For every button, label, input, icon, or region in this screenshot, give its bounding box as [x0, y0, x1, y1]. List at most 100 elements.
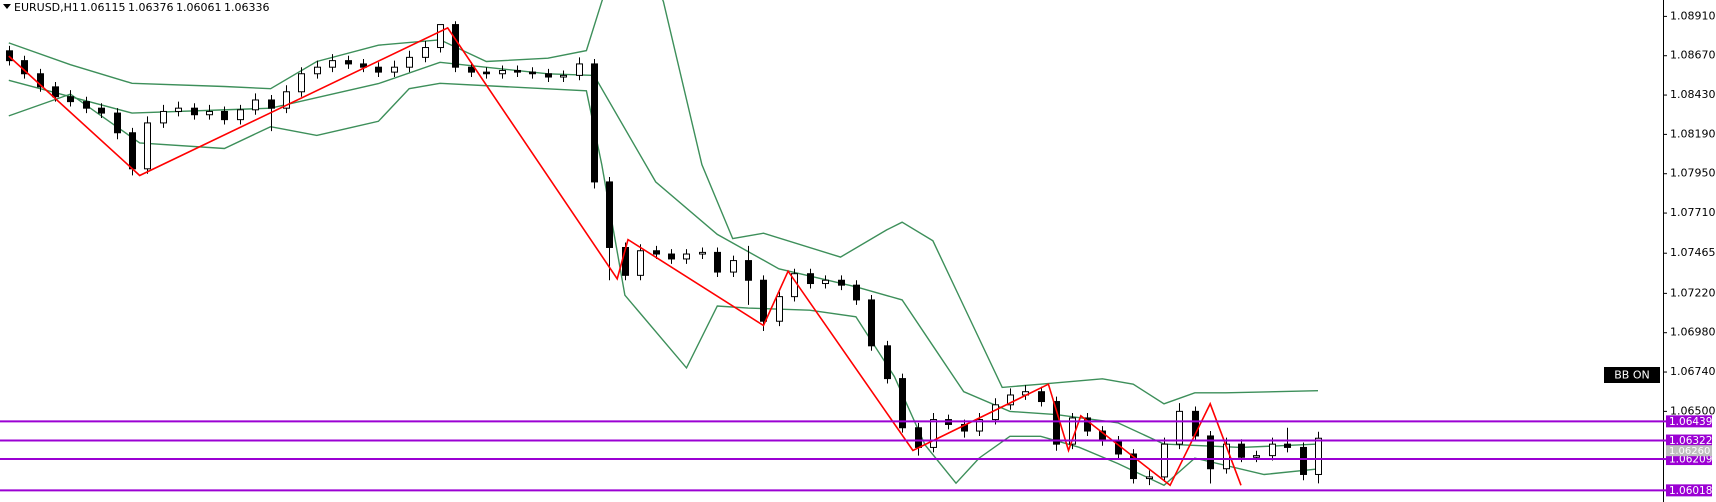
- candle-body: [437, 24, 444, 49]
- candle-body: [114, 112, 121, 134]
- candle-body: [175, 107, 182, 112]
- level-label: 1.06322: [1669, 435, 1712, 447]
- candle-body: [191, 107, 198, 116]
- candle-body: [915, 427, 922, 448]
- candle-body: [314, 66, 321, 75]
- y-tick-label: 1.08190: [1670, 127, 1716, 140]
- candle-body: [499, 69, 506, 75]
- candle-body: [1053, 401, 1060, 445]
- y-tick-label: 1.08910: [1670, 9, 1716, 22]
- candle-body: [52, 86, 59, 98]
- y-tick-label: 1.07465: [1670, 246, 1716, 259]
- candle-body: [83, 101, 90, 109]
- candle-body: [391, 66, 398, 73]
- level-label: 1.06018: [1669, 485, 1712, 497]
- candle-body: [776, 296, 783, 322]
- candle-body: [514, 69, 521, 73]
- price-axis: 1.08910 1.08670 1.08430 1.08190 1.07950 1.077…: [1663, 9, 1716, 417]
- header-high: 1.06376: [128, 1, 174, 14]
- candle-body: [653, 250, 660, 255]
- y-tick-label: 1.08670: [1670, 49, 1716, 62]
- candle-body: [576, 63, 583, 76]
- level-label-bg: [1666, 484, 1712, 497]
- bb-button[interactable]: BB ON: [1604, 367, 1660, 383]
- candle-body: [160, 110, 167, 124]
- y-tick-label: 1.07220: [1670, 286, 1716, 299]
- level-label-bg: [1666, 434, 1712, 447]
- candle-body: [591, 63, 598, 183]
- candle-body: [699, 251, 706, 255]
- candle-body: [807, 273, 814, 285]
- candle-body: [1161, 443, 1168, 478]
- candle-body: [206, 110, 213, 116]
- y-tick-label: 1.07710: [1670, 206, 1716, 219]
- candle-body: [668, 253, 675, 260]
- candle-body: [1192, 410, 1199, 437]
- candle-body: [1130, 453, 1137, 480]
- candle-body: [606, 181, 613, 248]
- candle-body: [730, 260, 737, 273]
- header-close: 1.06336: [224, 1, 270, 14]
- candle-body: [868, 299, 875, 347]
- candle-body: [1146, 476, 1153, 480]
- candle-body: [144, 122, 151, 170]
- candle-body: [406, 56, 413, 68]
- candle-body: [237, 109, 244, 121]
- candle-body: [714, 251, 721, 273]
- candle-body: [37, 73, 44, 88]
- candle-body: [1253, 455, 1260, 458]
- candle-body: [1238, 443, 1245, 458]
- candle-body: [452, 24, 459, 68]
- candle-body: [1084, 417, 1091, 432]
- candle-body: [1315, 437, 1322, 475]
- candle-body: [298, 73, 305, 93]
- candle-body: [637, 250, 644, 276]
- level-label-bg: [1666, 415, 1712, 428]
- candle-body: [483, 71, 490, 75]
- price-label-bg: [1666, 445, 1712, 457]
- candle-body: [760, 279, 767, 322]
- candle-body: [822, 279, 829, 285]
- candle-body: [268, 99, 275, 109]
- level-label: 1.06439: [1669, 416, 1712, 428]
- candle-body: [976, 419, 983, 432]
- candle-body: [129, 132, 136, 170]
- bb-button-label[interactable]: BB ON: [1614, 369, 1649, 382]
- candle-body: [1038, 391, 1045, 403]
- bb-button-bg[interactable]: [1604, 367, 1660, 383]
- y-tick-label: 1.06500: [1670, 404, 1716, 417]
- candle-body: [283, 91, 290, 109]
- level-label: 1.06209: [1669, 454, 1712, 466]
- zigzag-line: [8, 26, 1242, 487]
- candle-body: [884, 345, 891, 380]
- candle-body: [468, 66, 475, 73]
- candle-body: [422, 47, 429, 58]
- candle-body: [853, 284, 860, 301]
- candle-body: [360, 63, 367, 68]
- bollinger-band: [8, 82, 1319, 487]
- candle-body: [98, 107, 105, 114]
- candle-body: [252, 99, 259, 111]
- y-tick-label: 1.06980: [1670, 326, 1716, 339]
- candle-body: [329, 60, 336, 68]
- candle-body: [375, 66, 382, 73]
- candle-body: [899, 378, 906, 429]
- menu-arrow[interactable]: [3, 4, 11, 9]
- y-tick-label: 1.07950: [1670, 167, 1716, 180]
- candle-body: [1284, 443, 1291, 448]
- candle-body: [529, 71, 536, 75]
- candle-body: [1269, 443, 1276, 457]
- candle-body: [992, 404, 999, 421]
- candle-body: [1007, 394, 1014, 406]
- bollinger-band: [8, 0, 1319, 405]
- price-label: 1.06260: [1669, 446, 1710, 457]
- header-low: 1.06061: [176, 1, 222, 14]
- candle-body: [930, 419, 937, 448]
- candle-body: [560, 74, 567, 78]
- y-tick-label: 1.08430: [1670, 88, 1716, 101]
- candle-body: [221, 110, 228, 121]
- candle-body: [1300, 446, 1307, 475]
